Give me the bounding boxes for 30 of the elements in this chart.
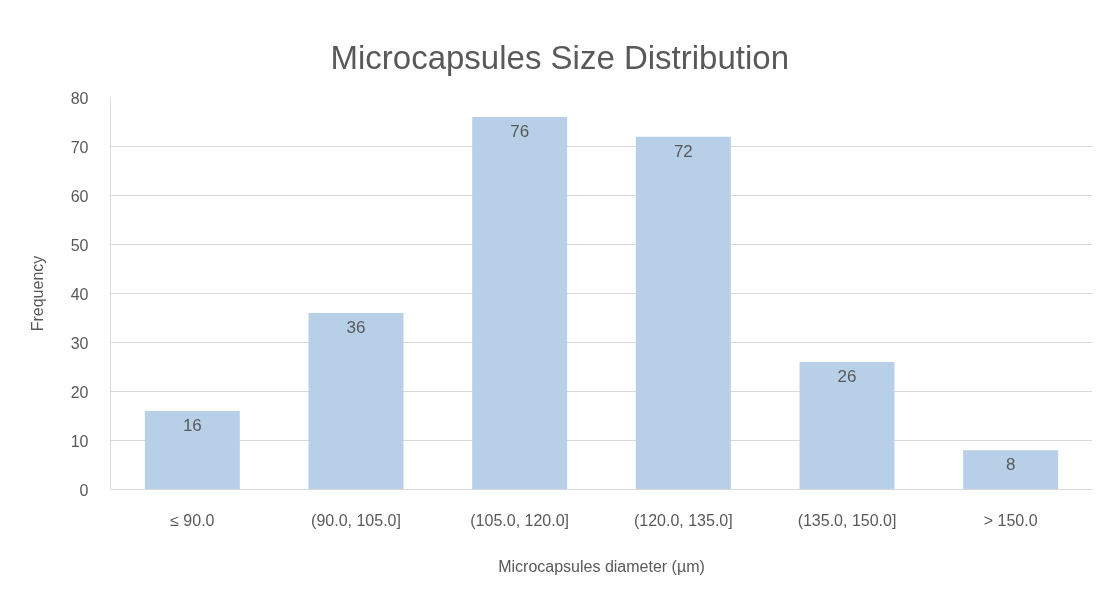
bar <box>472 117 568 490</box>
y-tick-label: 10 <box>70 432 89 450</box>
x-tick-label: ≤ 90.0 <box>170 511 215 529</box>
data-label: 72 <box>673 141 693 161</box>
bar <box>144 411 240 490</box>
x-axis-title: Microcapsules diameter (µm) <box>498 557 705 575</box>
chart-title: Microcapsules Size Distribution <box>330 38 790 76</box>
y-tick-label: 70 <box>70 138 89 156</box>
data-label: 16 <box>182 416 202 436</box>
bar <box>635 136 731 490</box>
x-tick-label: > 150.0 <box>983 511 1038 529</box>
y-tick-label: 50 <box>70 236 89 254</box>
y-tick-label: 40 <box>70 285 89 303</box>
bar <box>963 450 1059 490</box>
y-axis-title: Frequency <box>28 255 46 332</box>
y-tick-label: 60 <box>70 187 89 205</box>
x-tick-label: (105.0, 120.0] <box>470 511 570 529</box>
y-tick-label: 30 <box>70 334 89 352</box>
x-tick-label: (120.0, 135.0] <box>633 511 733 529</box>
bar <box>799 362 895 490</box>
y-tick-label: 80 <box>70 89 89 107</box>
data-label: 76 <box>510 122 530 142</box>
x-tick-label: (135.0, 150.0] <box>797 511 897 529</box>
bar <box>308 313 404 490</box>
data-label: 36 <box>346 318 366 338</box>
y-tick-label: 0 <box>79 481 89 499</box>
data-label: 26 <box>837 367 857 387</box>
data-label: 8 <box>1005 455 1016 475</box>
x-tick-label: (90.0, 105.0] <box>311 511 401 529</box>
y-tick-label: 20 <box>70 383 89 401</box>
